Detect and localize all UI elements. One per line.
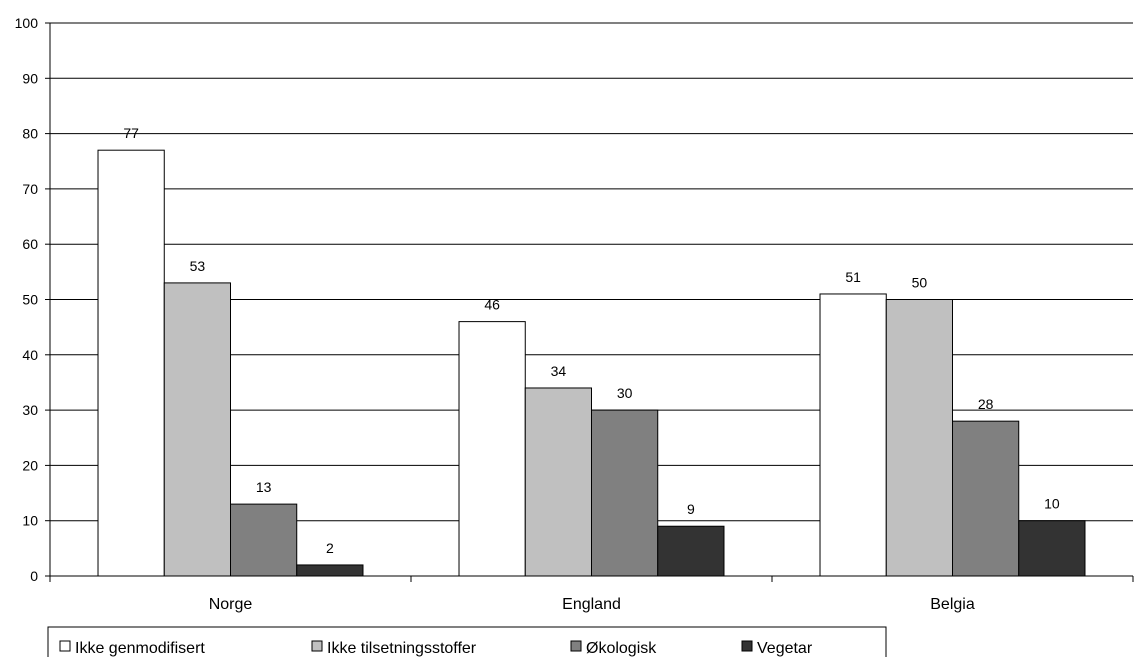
data-label: 50 [912,275,928,291]
bar-england-series-2 [524,387,592,577]
data-label: 13 [256,479,272,495]
y-tick-label: 90 [22,70,38,86]
data-label: 9 [687,501,695,517]
bar-norge-series-1 [97,149,165,577]
bar-england-series-1 [458,321,526,577]
legend: Ikke genmodifisert Ikke tilsetningsstoffe… [47,626,887,657]
x-axis: Norge England Belgia [49,575,1134,613]
y-tick-label: 30 [22,402,38,418]
legend-swatch [741,640,753,652]
data-label: 46 [484,297,500,313]
bar-england-series-4 [657,525,725,577]
bars [97,149,1086,577]
legend-label: Ikke tilsetningsstoffer [327,640,477,657]
data-labels: 77 53 13 2 46 34 30 9 51 50 28 10 [123,125,1060,556]
legend-swatch [59,640,71,652]
y-tick-label: 100 [15,15,39,31]
y-tick-label: 40 [22,347,38,363]
y-axis: 0 10 20 30 40 50 60 70 80 90 100 [15,15,51,584]
bar-england-series-3 [591,409,659,577]
bar-belgia-series-1 [819,293,887,577]
data-label: 28 [978,396,994,412]
legend-label: Ikke genmodifisert [75,640,205,657]
data-label: 10 [1044,496,1060,512]
data-label: 77 [123,125,139,141]
legend-label: Vegetar [757,640,813,657]
y-tick-label: 80 [22,126,38,142]
legend-swatch [570,640,582,652]
y-tick-label: 10 [22,513,38,529]
y-tick-label: 50 [22,292,38,308]
data-label: 51 [845,269,861,285]
x-tick-label: Belgia [930,596,975,613]
legend-swatch [311,640,323,652]
legend-label: Økologisk [586,640,657,657]
bar-belgia-series-3 [952,420,1020,577]
data-label: 53 [190,258,206,274]
bar-norge-series-2 [163,282,231,577]
x-tick-label: Norge [209,596,253,613]
x-tick-label: England [562,596,621,613]
y-tick-label: 0 [30,568,38,584]
bar-belgia-series-4 [1018,520,1086,577]
bar-belgia-series-2 [885,299,953,577]
y-tick-label: 60 [22,236,38,252]
bar-norge-series-3 [230,503,298,577]
y-tick-label: 70 [22,181,38,197]
y-tick-label: 20 [22,457,38,473]
data-label: 2 [326,540,334,556]
data-label: 34 [551,363,567,379]
bar-norge-series-4 [296,564,364,577]
data-label: 30 [617,385,633,401]
